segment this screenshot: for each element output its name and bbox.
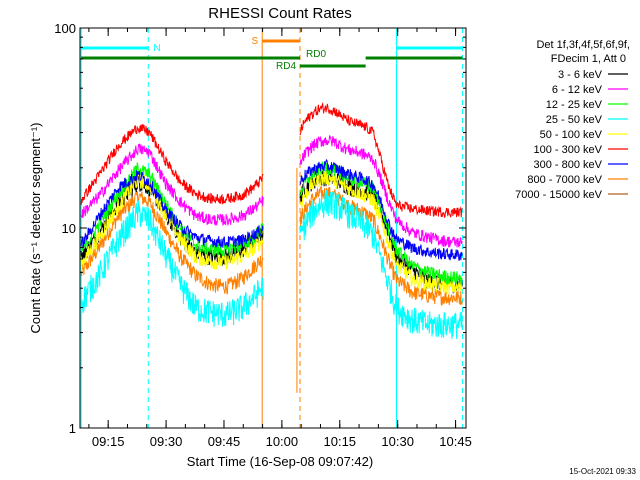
legend-label-800-7000-kev: 800 - 7000 keV <box>527 174 602 186</box>
legend-label-6-12-kev: 6 - 12 keV <box>552 84 603 96</box>
legend-header-line-2: FDecim 1, Att 0 <box>551 53 626 65</box>
flag-label-s: S <box>252 36 259 47</box>
flag-label-n: N <box>153 43 160 54</box>
series-lines <box>80 101 463 393</box>
legend-label-7000-15000-kev: 7000 - 15000 keV <box>515 189 603 201</box>
legend-label-50-100-kev: 50 - 100 keV <box>540 129 603 141</box>
series-line-300-800-kev-segment-2 <box>299 158 463 261</box>
series-line-800-7000-kev-segment-1 <box>80 189 264 295</box>
x-tick-label: 09:30 <box>150 434 183 449</box>
x-tick-label: 10:15 <box>324 434 357 449</box>
footer-timestamp: 15-Oct-2021 09:33 <box>569 467 636 476</box>
series-line-12-25-kev-segment-1 <box>80 162 264 257</box>
y-axis-label: Count Rate (s⁻¹ detector segment⁻¹) <box>28 123 43 334</box>
legend-label-300-800-kev: 300 - 800 keV <box>534 159 603 171</box>
series-line-50-100-kev-segment-1 <box>80 172 264 272</box>
legend-label-25-50-kev: 25 - 50 keV <box>546 114 603 126</box>
x-axis-ticks: 09:15 09:30 09:45 10:00 10:15 10:30 10:45 <box>88 28 472 449</box>
series-line-100-300-kev-segment-2 <box>299 101 463 219</box>
series-line-100-300-kev-segment-1 <box>80 124 264 205</box>
x-tick-label: 10:45 <box>439 434 472 449</box>
legend-label-100-300-kev: 100 - 300 keV <box>534 144 603 156</box>
series-line-300-800-kev-segment-1 <box>80 169 264 249</box>
chart-title: RHESSI Count Rates <box>208 5 351 22</box>
x-tick-label: 09:45 <box>208 434 241 449</box>
legend-header-line-1: Det 1f,3f,4f,5f,6f,9f, <box>536 39 630 51</box>
series-line-3-6-kev-segment-1 <box>80 175 264 266</box>
legend: Det 1f,3f,4f,5f,6f,9f, FDecim 1, Att 0 3… <box>515 39 630 201</box>
x-tick-label: 10:00 <box>266 434 299 449</box>
legend-label-12-25-kev: 12 - 25 keV <box>546 99 603 111</box>
y-tick-label: 100 <box>54 21 76 36</box>
y-tick-label: 1 <box>69 421 76 436</box>
legend-label-3-6-kev: 3 - 6 keV <box>558 69 603 81</box>
series-line-12-25-kev-segment-2 <box>299 161 463 285</box>
series-line-6-12-kev-segment-1 <box>80 143 264 227</box>
x-tick-label: 10:30 <box>381 434 414 449</box>
y-axis-ticks: 1 10 100 <box>54 21 466 436</box>
flag-bars: N S RD0 RD4 <box>81 36 463 72</box>
series-line-25-50-kev-segment-2 <box>299 190 463 340</box>
x-tick-label: 09:15 <box>92 434 125 449</box>
flag-label-rd4: RD4 <box>276 61 296 72</box>
y-tick-label: 10 <box>62 221 76 236</box>
flag-label-rd0: RD0 <box>306 49 326 60</box>
series-line-25-50-kev-segment-1 <box>80 200 264 327</box>
x-axis-label: Start Time (16-Sep-08 09:07:42) <box>187 454 373 469</box>
series-line-6-12-kev-segment-2 <box>299 135 463 248</box>
